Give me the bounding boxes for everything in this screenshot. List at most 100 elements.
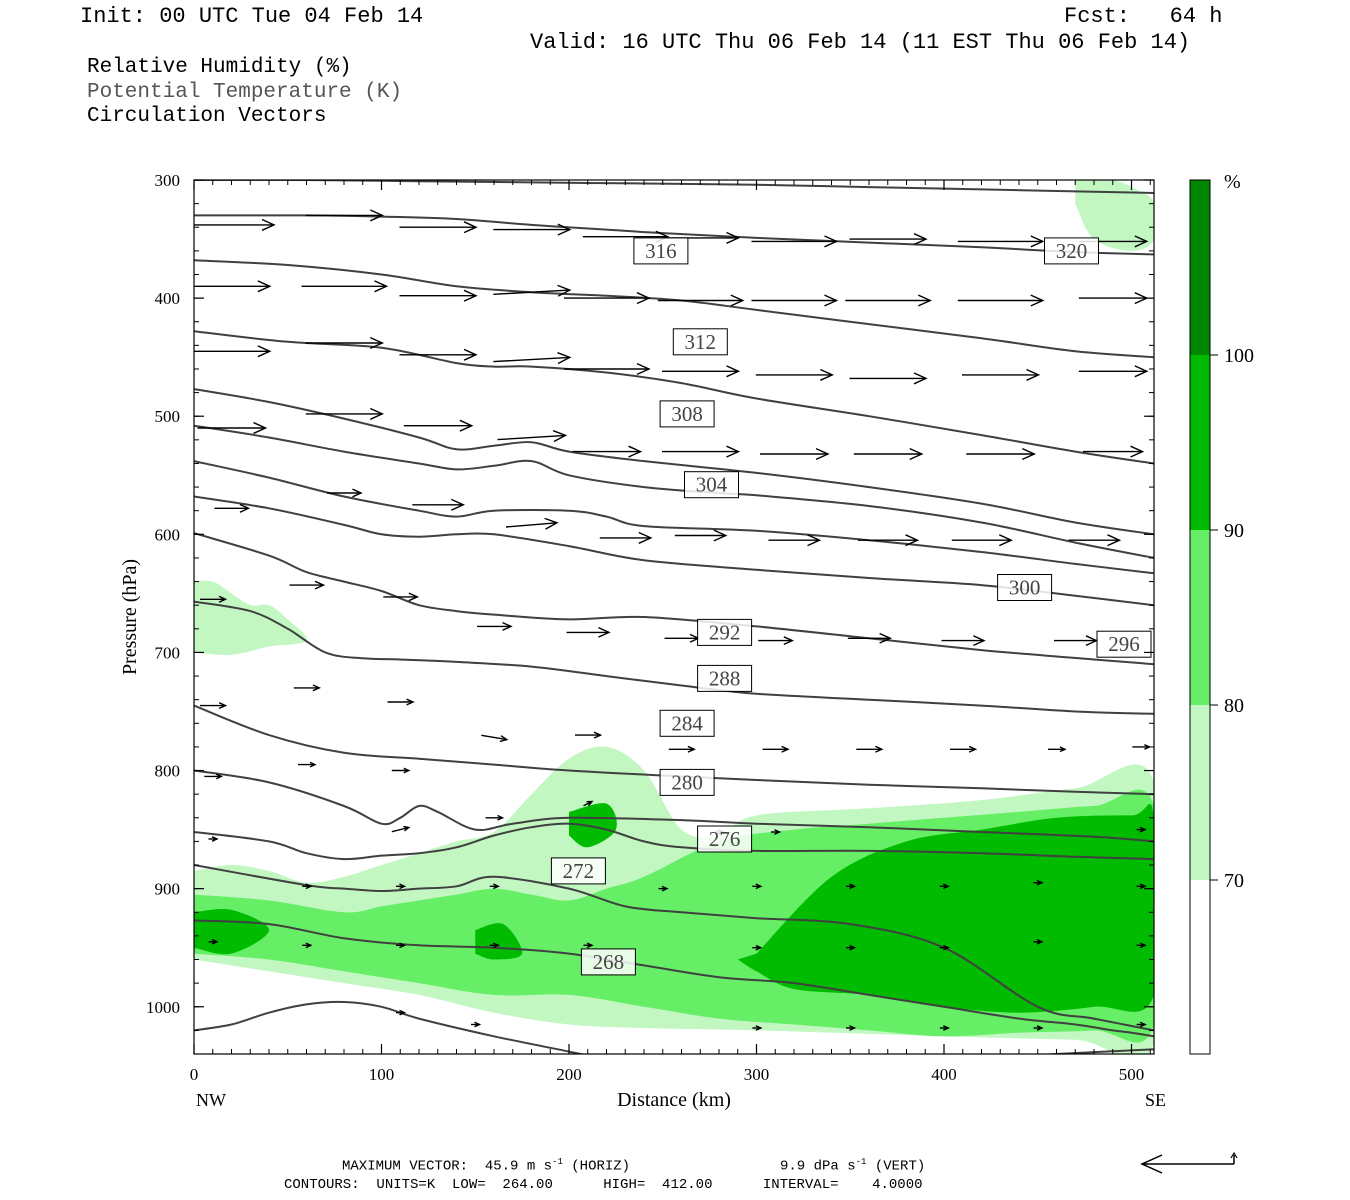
circulation-vector [481,734,509,743]
rh-region-70 [194,580,307,656]
circulation-vector [674,529,728,542]
circulation-vector [752,944,763,951]
theta-label-text: 304 [696,473,728,497]
circulation-vector [1083,445,1145,458]
circulation-vector [197,421,268,435]
x-tick-label: 0 [190,1065,199,1084]
theta-label: 300 [997,574,1053,601]
circulation-vector [493,223,572,236]
circulation-vector [1136,883,1147,890]
circulation-vector [214,503,251,513]
theta-label: 276 [697,825,753,853]
circulation-vector [383,592,420,602]
circulation-vector [194,345,272,358]
circulation-vector [391,825,411,833]
colorbar-tick-70: 70 [1224,870,1244,892]
theta-label: 316 [633,237,689,265]
circulation-vector [399,348,478,361]
colorbar-seg-90 [1190,355,1210,530]
rh-region-90 [475,923,523,960]
theta-label-text: 308 [671,402,703,426]
x-end-label-nw: NW [196,1090,226,1110]
circulation-vector [396,942,407,949]
circulation-vector [664,633,701,643]
circulation-vector [564,362,651,376]
circulation-vector [305,209,385,222]
circulation-vector [758,636,795,646]
circulation-vector [396,883,407,890]
circulation-vector [305,336,385,350]
theta-label: 268 [580,948,636,976]
circulation-vector [327,488,363,498]
circulation-vector [768,534,822,547]
colorbar-tick-90: 90 [1224,520,1244,542]
circulation-vector-layer [194,209,1152,1031]
vert-vector-text: 9.9 dPa s-1 (VERT) [780,1157,926,1175]
theta-label: 312 [672,328,728,356]
theta-contour [194,460,1154,575]
theta-label: 320 [1044,237,1099,265]
colorbar: % 100 90 80 70 [1189,171,1254,1055]
theta-contour [194,704,1154,796]
circulation-vector [771,829,782,835]
theta-label: 292 [697,618,753,646]
y-tick-label: 700 [155,643,181,662]
colorbar-seg-70 [1190,705,1210,880]
circulation-vector [387,698,415,706]
circulation-vector [939,944,951,951]
circulation-vector [853,447,924,461]
circulation-vector [391,767,411,774]
circulation-vector [939,883,951,890]
theta-label-text: 300 [1009,576,1041,600]
x-end-label-se: SE [1145,1090,1166,1110]
y-tick-label: 1000 [146,998,180,1017]
circulation-vector [564,292,651,305]
theta-label: 304 [684,471,739,499]
circulation-vector [849,233,928,246]
colorbar-seg-100 [1190,180,1210,355]
x-tick-label: 500 [1119,1065,1145,1084]
legend-rh: Relative Humidity (%) [87,56,352,79]
theta-label-text: 284 [671,711,703,735]
theta-label: 272 [550,857,606,885]
theta-contour [194,424,1154,559]
circulation-vector [1054,635,1099,647]
circulation-vector [485,814,505,821]
theta-contour [194,919,1154,1038]
x-axis-label: Distance (km) [617,1089,731,1111]
colorbar-tick-80: 80 [1224,695,1244,717]
circulation-vector [583,800,594,807]
theta-label-text: 316 [645,239,677,263]
circulation-vector [493,352,572,365]
circulation-vector [302,942,313,949]
circulation-vector [846,883,857,890]
legend-theta: Potential Temperature (K) [87,81,403,104]
theta-contour [194,600,1154,715]
circulation-vector [1136,1021,1147,1028]
theta-contour [194,822,1154,861]
y-tick-label: 800 [155,762,181,781]
theta-contour [194,388,1154,536]
theta-contour-layer [194,180,1154,1054]
circulation-vector [412,498,466,511]
theta-label-text: 280 [671,770,703,794]
circulation-vector [662,445,741,458]
circulation-vector [662,365,741,378]
circulation-vector [760,447,830,461]
theta-contour [194,259,1154,359]
circulation-vector [951,534,1014,547]
circulation-vector [668,745,697,753]
theta-label-text: 272 [563,859,595,883]
forecast-hour: Fcst: 64 h [1064,4,1223,29]
circulation-vector [849,372,928,385]
theta-contour [194,495,1154,607]
theta-label: 284 [659,709,715,737]
circulation-vector [752,883,763,890]
circulation-vector [497,430,568,443]
axis-layer: 300 400 500 600 700 800 900 1000 0 100 200 300 400 50… [146,171,1154,1084]
circulation-vector [658,885,669,892]
y-tick-label: 500 [155,407,181,426]
circulation-vector [403,419,474,432]
theta-label: 280 [659,768,715,796]
circulation-vector [200,702,228,710]
